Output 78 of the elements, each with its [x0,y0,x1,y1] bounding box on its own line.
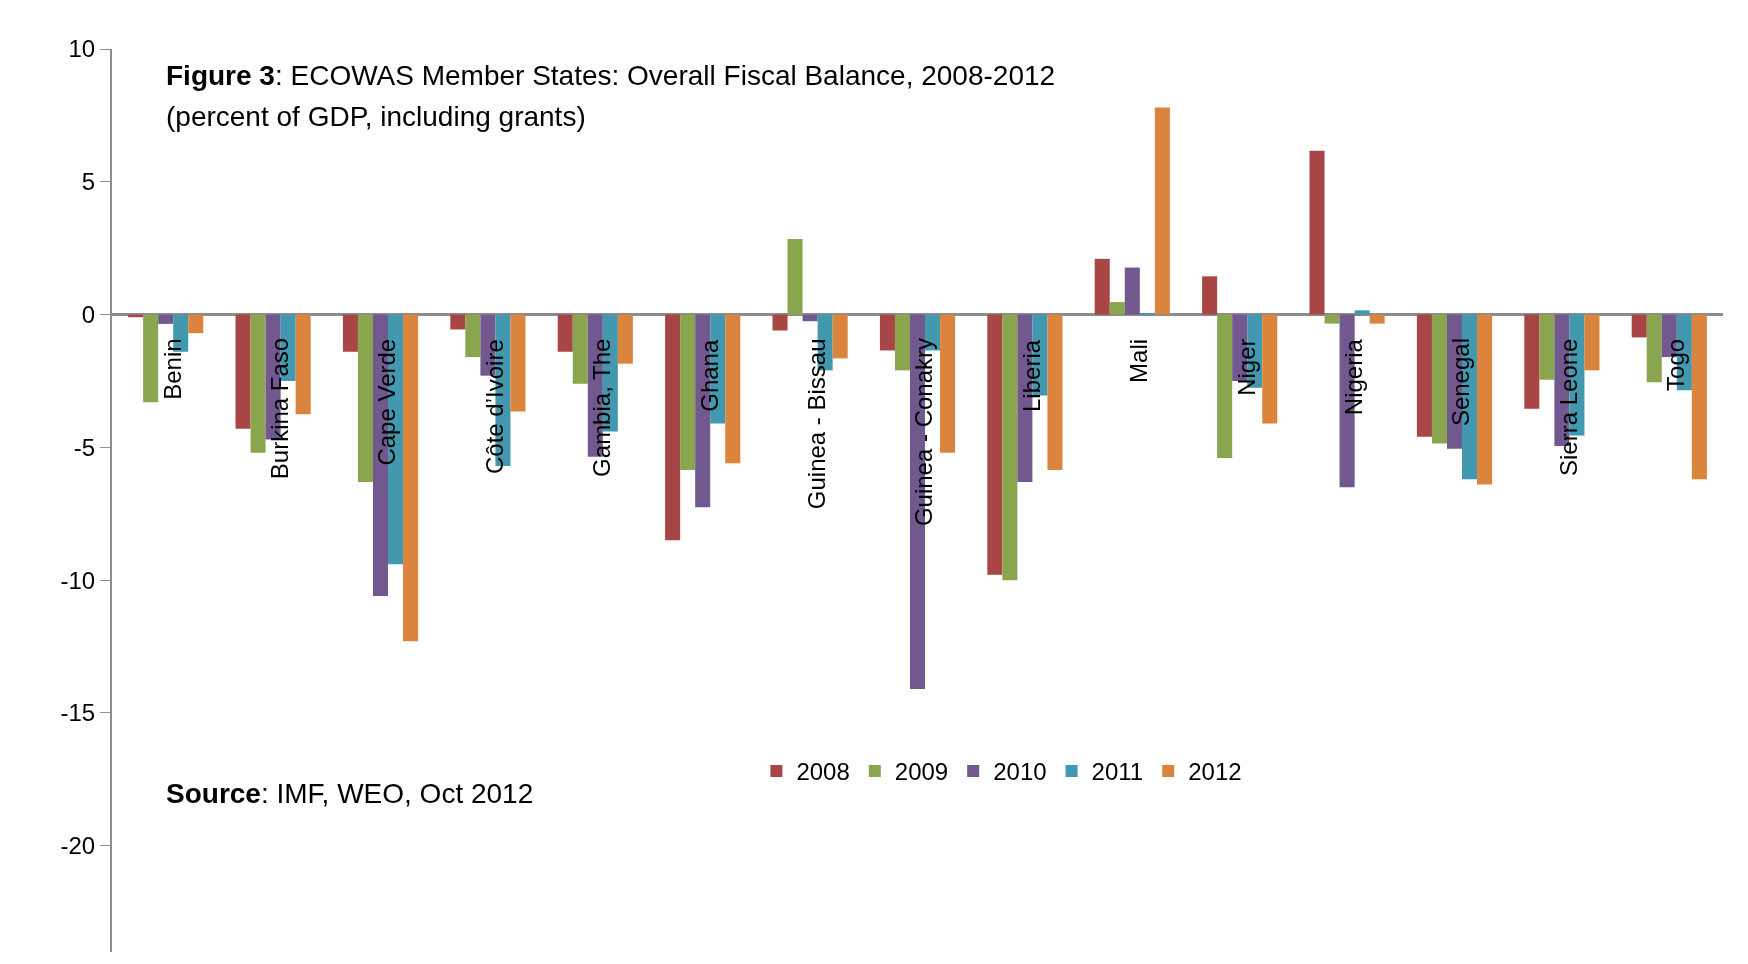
bar [894,314,910,371]
bar [1646,314,1662,383]
legend-label: 2012 [1188,758,1242,786]
text: (percent of GDP, including grants) [166,101,586,132]
bar [1262,314,1278,424]
y-tick-label: -5 [73,433,96,461]
bar [1124,267,1140,315]
bar [1002,314,1018,581]
bar [1369,314,1385,324]
bar [1477,314,1493,485]
bar [342,314,358,352]
y-tick-label: -20 [60,832,96,860]
bar [465,314,481,358]
bar [510,314,526,412]
bar [802,314,818,322]
x-tick-label: Senegal [1446,338,1474,427]
bar [772,314,788,331]
bar [680,314,696,470]
bar [940,314,956,453]
bar [1109,302,1125,315]
bar [250,314,266,453]
legend-label: 2010 [993,758,1047,786]
bar [1217,314,1233,459]
legend-label: 2011 [1091,758,1144,786]
chart-title: Figure 3: ECOWAS Member States: Overall Fiscal Balance, 2008-2012 [166,60,1056,91]
y-tick-label: -10 [60,566,96,594]
bar [1539,314,1555,380]
x-tick-label: Ghana [695,339,723,412]
bar [1691,314,1707,480]
bar [1202,276,1218,315]
x-tick-label: Guinea - Conakry [909,338,937,527]
bar [295,314,311,415]
bar [557,314,573,352]
x-tick-label: Guinea - Bissau [803,338,831,510]
bar [1631,314,1647,338]
bar [1154,107,1170,315]
bar [725,314,741,464]
bar [832,314,848,359]
bar [1416,314,1432,437]
x-tick-label: Cape Verde [373,338,401,466]
bar [1309,150,1325,315]
bar [403,314,419,642]
x-tick-label: Burkina Faso [266,337,294,480]
x-tick-label: Sierra Leone [1554,338,1582,476]
bar [143,314,159,403]
x-tick-label: Liberia [1017,339,1045,412]
bar [987,314,1003,575]
bar [1431,314,1447,444]
y-tick-label: -15 [60,699,96,727]
bar [1354,310,1370,315]
y-tick-label: 5 [81,168,96,196]
bar [357,314,373,482]
bar [158,314,174,324]
bar [787,238,803,315]
annotation: Source: IMF, WEO, Oct 2012 [166,778,534,809]
bar [572,314,588,384]
x-tick-label: Gambia, The [587,338,615,477]
x-tick-label: Niger [1232,338,1260,396]
x-tick-label: Mali [1124,338,1152,383]
bar [1047,314,1063,470]
y-tick-label: 10 [68,35,96,63]
y-tick-label: 0 [81,300,96,328]
bar [235,314,251,429]
x-tick-label: Benin [158,338,186,400]
bar [1094,258,1110,315]
x-tick-label: Nigeria [1340,338,1368,416]
bar [450,314,466,330]
bar [1324,314,1340,324]
legend-label: 2008 [796,758,850,786]
bar [1524,314,1540,409]
bar [188,314,204,334]
x-tick-label: Togo [1661,338,1689,391]
bar [879,314,895,351]
bar [1584,314,1600,371]
bar [665,314,681,541]
bar [617,314,633,364]
legend-label: 2009 [894,758,949,786]
x-tick-label: Côte d’Ivoire [480,339,508,474]
